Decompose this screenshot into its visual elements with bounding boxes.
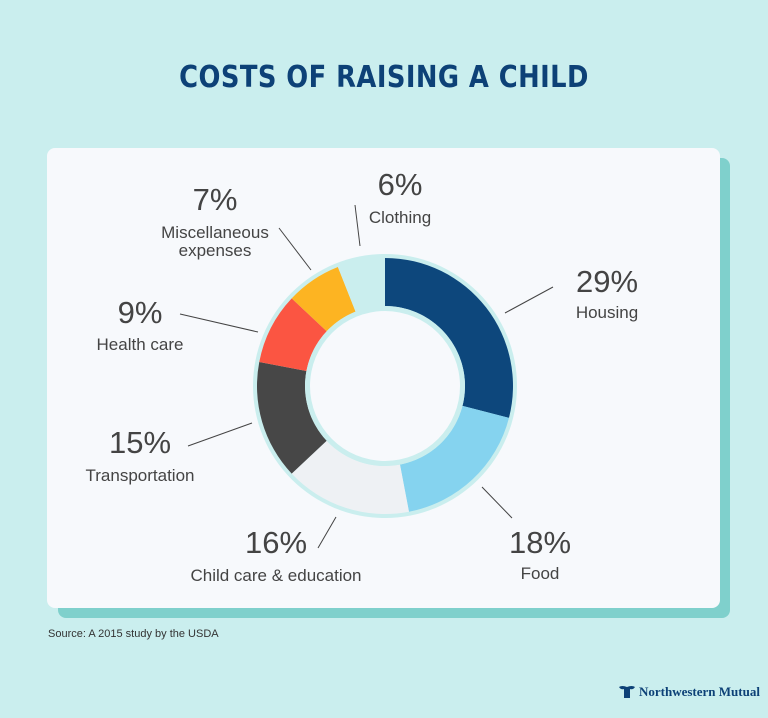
slice-label: Clothing [369, 208, 431, 227]
slice-label: Child care & education [190, 566, 361, 585]
slice-health-care [259, 298, 327, 372]
chart-title: COSTS OF RAISING A CHILD [179, 60, 589, 95]
slice-transportation [257, 362, 327, 474]
slice-percent: 9% [118, 295, 163, 330]
slice-label: Housing [576, 303, 638, 322]
slice-child-care-education [291, 440, 409, 514]
slice-miscellaneous-expenses [291, 266, 356, 332]
slice-percent: 7% [193, 182, 238, 217]
slice-label: Transportation [86, 466, 195, 485]
leader-line [354, 204, 361, 247]
source-note: Source: A 2015 study by the USDA [48, 628, 219, 640]
slice-label: Miscellaneous [161, 223, 269, 242]
slice-label: expenses [179, 241, 252, 260]
leader-line [317, 516, 337, 549]
slice-label: Health care [97, 335, 184, 354]
slice-clothing [337, 258, 385, 312]
slice-housing [385, 258, 513, 418]
leader-line [187, 422, 253, 447]
slice-percent: 29% [576, 264, 638, 299]
slice-food [399, 405, 509, 512]
leader-line [179, 313, 259, 333]
slice-label: Food [521, 564, 560, 583]
brand-name: Northwestern Mutual [639, 684, 760, 699]
slice-percent: 18% [509, 525, 571, 560]
leader-line [481, 486, 513, 519]
leader-line [504, 286, 554, 314]
leader-line [278, 227, 312, 271]
slice-percent: 15% [109, 425, 171, 460]
donut-hole [310, 311, 460, 461]
slice-percent: 6% [378, 167, 423, 202]
brand-logo: Northwestern Mutual [618, 684, 760, 700]
column-capital-icon [619, 686, 635, 698]
slice-percent: 16% [245, 525, 307, 560]
